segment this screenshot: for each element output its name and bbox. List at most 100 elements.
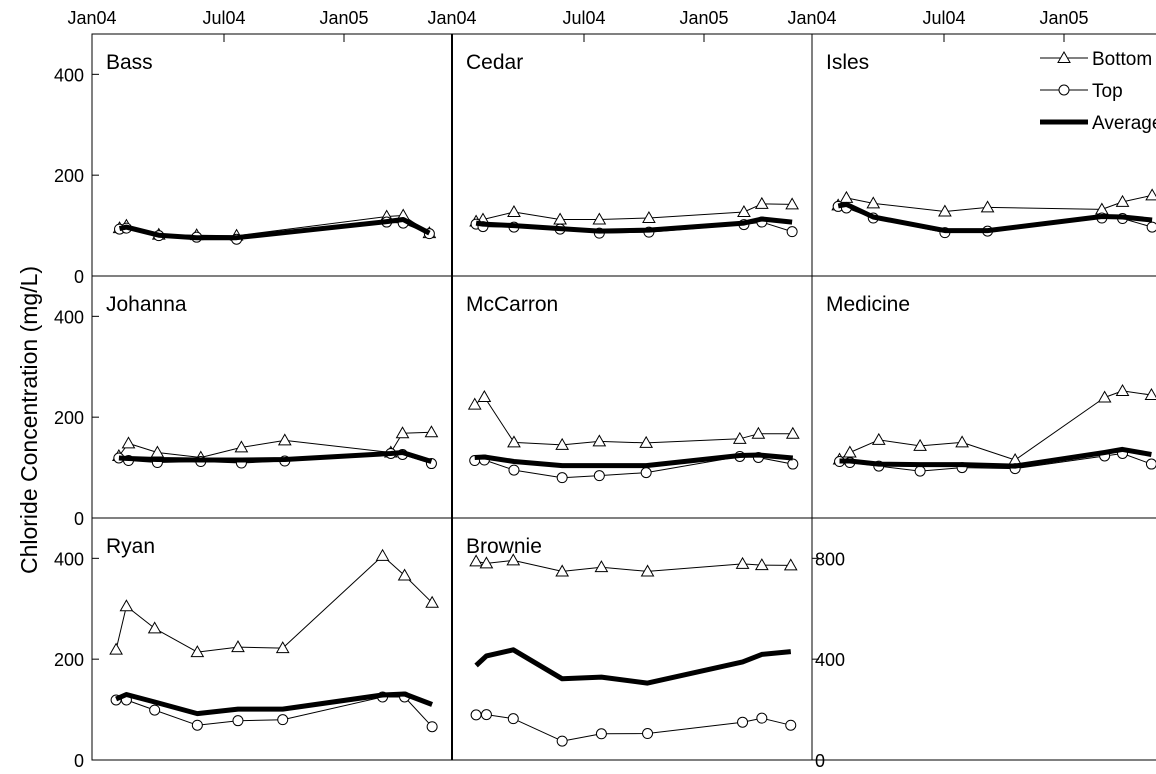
average-series-line <box>118 217 431 241</box>
bottom-marker <box>507 204 521 217</box>
average-series-line <box>475 216 793 234</box>
bottom-series-line <box>474 396 793 446</box>
x-tick-label: Jan04 <box>67 8 116 28</box>
top-marker <box>508 464 520 476</box>
top-marker <box>232 715 244 727</box>
bottom-marker <box>109 642 123 655</box>
top-marker <box>593 470 605 482</box>
bottom-marker <box>839 190 854 203</box>
top-marker <box>426 721 438 733</box>
y-tick-label: 200 <box>54 166 84 186</box>
panel-titles: Bass Cedar Isles Johanna McCarron Medicine Rya… <box>106 51 910 558</box>
bottom-marker <box>640 564 655 577</box>
bottom-marker <box>555 564 570 577</box>
panel-title: McCarron <box>466 293 558 316</box>
top-marker <box>1145 458 1156 470</box>
bottom-marker <box>938 204 952 217</box>
y-tick-label: 400 <box>54 65 84 85</box>
bottom-marker <box>424 425 439 438</box>
bottom-marker <box>147 621 162 634</box>
average-series-line <box>474 647 792 686</box>
panel-johanna <box>111 425 439 470</box>
bottom-marker <box>397 568 412 581</box>
average-series-line <box>839 446 1152 469</box>
x-tick-label: Jan05 <box>319 8 368 28</box>
data-series <box>109 188 1156 747</box>
average-series-line <box>115 691 433 717</box>
x-tick-label: Jan04 <box>787 8 836 28</box>
bottom-marker <box>1145 188 1156 201</box>
bottom-marker <box>592 212 607 225</box>
bottom-marker <box>119 599 134 612</box>
bottom-marker <box>955 435 969 448</box>
panel-title: Johanna <box>106 293 187 316</box>
bottom-marker <box>555 437 570 450</box>
bottom-marker <box>234 440 249 453</box>
y-tick-label: 400 <box>54 307 84 327</box>
bottom-marker <box>1057 50 1071 63</box>
top-marker <box>556 472 568 484</box>
top-marker <box>277 714 289 726</box>
panel-title: Ryan <box>106 535 155 558</box>
y-axis-label: Chloride Concentration (mg/L) <box>16 266 42 574</box>
top-marker <box>1058 84 1070 96</box>
bottom-marker <box>754 196 769 209</box>
panel-isles <box>831 188 1156 239</box>
x-tick-label: Jul04 <box>922 8 965 28</box>
bottom-marker <box>375 548 390 561</box>
bottom-marker <box>277 433 292 446</box>
bottom-marker <box>1144 387 1156 400</box>
top-marker <box>640 467 652 479</box>
top-marker <box>642 728 654 740</box>
bottom-marker <box>425 595 439 608</box>
figure-frame <box>91 33 1156 761</box>
bottom-marker <box>785 426 800 439</box>
axes: Jan04 Jul04 Jan05 Jan04 Jul04 Jan05 Jan04 Jul04… <box>54 8 1089 771</box>
brownie-y-tick-label: 800 <box>815 549 845 569</box>
top-marker <box>595 728 607 740</box>
bottom-marker <box>732 431 747 444</box>
panel-mccarron <box>467 389 800 484</box>
panel-brownie <box>469 553 798 747</box>
top-marker <box>480 709 492 721</box>
top-marker <box>149 704 161 716</box>
y-tick-label: 0 <box>74 267 84 287</box>
top-marker <box>785 719 797 731</box>
bottom-marker <box>735 556 750 569</box>
bottom-marker <box>1115 194 1130 207</box>
panel-ryan <box>109 548 439 733</box>
legend-label: Average <box>1092 113 1156 134</box>
bottom-marker <box>913 438 927 451</box>
bottom-marker <box>1095 202 1109 215</box>
bottom-marker <box>469 554 483 567</box>
bottom-marker <box>479 556 494 569</box>
x-tick-label: Jan04 <box>427 8 476 28</box>
bottom-marker <box>737 204 751 217</box>
average-series-line <box>837 201 1153 234</box>
bottom-marker <box>785 197 799 210</box>
top-marker <box>191 719 203 731</box>
bottom-marker <box>871 432 886 445</box>
top-marker <box>787 458 799 470</box>
bottom-marker <box>639 435 654 448</box>
x-tick-label: Jan05 <box>679 8 728 28</box>
bottom-marker <box>1115 383 1130 396</box>
top-marker <box>470 709 482 721</box>
bottom-marker <box>751 426 766 439</box>
average-series-line <box>474 452 794 469</box>
panel-title: Brownie <box>466 535 542 558</box>
legend-label: Bottom <box>1092 49 1152 70</box>
bottom-marker <box>980 200 995 213</box>
bottom-marker <box>395 426 410 439</box>
y-tick-label: 0 <box>74 509 84 529</box>
x-tick-label: Jul04 <box>202 8 245 28</box>
bottom-marker <box>866 196 881 209</box>
legend-label: Top <box>1092 81 1123 102</box>
panel-title: Cedar <box>466 51 523 74</box>
bottom-marker <box>642 211 656 224</box>
top-marker <box>1146 221 1156 233</box>
bottom-series-line <box>115 555 433 653</box>
bottom-marker <box>783 558 798 571</box>
panel-title: Isles <box>826 51 869 74</box>
